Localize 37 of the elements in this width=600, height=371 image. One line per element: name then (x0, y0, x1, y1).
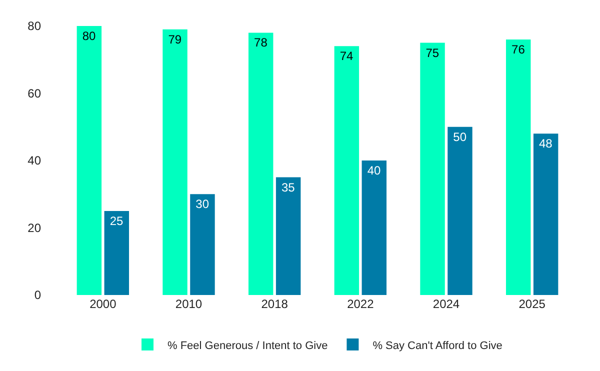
data-label: 78 (254, 36, 268, 50)
y-tick-label: 0 (34, 288, 42, 302)
data-label: 35 (281, 180, 296, 194)
x-tick-label: 2000 (90, 297, 117, 311)
data-label: 48 (538, 136, 553, 151)
bar (334, 46, 360, 295)
bar (448, 126, 472, 295)
y-tick-label: 60 (28, 86, 42, 100)
x-tick-label: 2024 (432, 297, 460, 311)
bar (276, 177, 301, 295)
x-tick-label: 2022 (347, 297, 374, 311)
x-tick-label: 2018 (261, 297, 288, 311)
legend-label: % Feel Generous / Intent to Give (168, 340, 328, 352)
data-label: 75 (426, 46, 440, 60)
bar (162, 29, 188, 295)
data-label: 30 (196, 197, 210, 212)
x-tick-label: 2025 (518, 297, 546, 311)
data-label: 76 (512, 42, 526, 56)
data-label: 80 (82, 29, 96, 43)
bar (104, 210, 130, 295)
y-tick-label: 20 (28, 220, 42, 235)
y-tick-label: 80 (28, 19, 42, 34)
x-tick-label: 2010 (175, 297, 202, 311)
legend-label: % Say Can't Afford to Give (372, 340, 502, 352)
bar (190, 194, 215, 295)
data-label: 79 (168, 32, 182, 46)
data-label: 40 (367, 164, 381, 178)
bar (533, 134, 558, 295)
bar (362, 160, 387, 295)
bar (248, 32, 274, 295)
bar (506, 39, 531, 295)
bar (76, 26, 102, 295)
y-tick-label: 40 (28, 154, 42, 168)
data-label: 74 (340, 49, 354, 64)
data-label: 50 (453, 130, 467, 144)
data-label: 25 (110, 214, 124, 228)
bar (420, 42, 445, 295)
